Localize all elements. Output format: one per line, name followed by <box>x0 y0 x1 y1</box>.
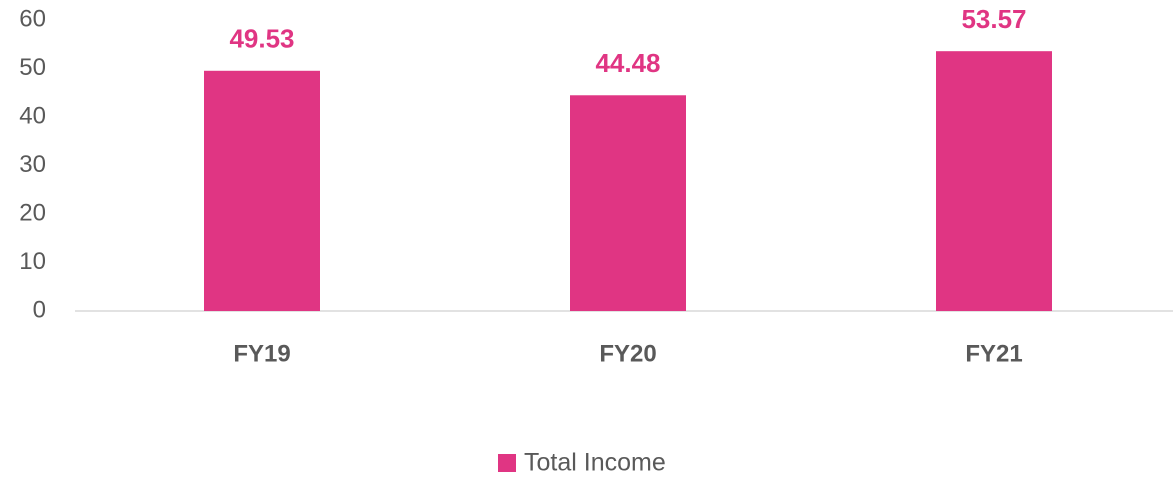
bar <box>570 95 686 311</box>
y-tick-label: 10 <box>19 248 46 275</box>
y-tick-label: 60 <box>19 5 46 32</box>
legend-swatch <box>498 454 516 472</box>
x-tick-label: FY20 <box>599 340 656 367</box>
bar <box>204 70 320 311</box>
x-tick-label: FY21 <box>965 340 1022 367</box>
bar <box>936 51 1052 312</box>
y-tick-label: 30 <box>19 151 46 178</box>
data-label: 53.57 <box>961 4 1026 34</box>
x-tick-label: FY19 <box>233 340 290 367</box>
y-tick-label: 20 <box>19 199 46 226</box>
legend-label: Total Income <box>524 449 666 477</box>
y-tick-label: 40 <box>19 102 46 129</box>
y-tick-label: 50 <box>19 54 46 81</box>
data-label: 49.53 <box>229 24 294 54</box>
y-tick-label: 0 <box>33 296 46 323</box>
data-label: 44.48 <box>595 48 660 78</box>
